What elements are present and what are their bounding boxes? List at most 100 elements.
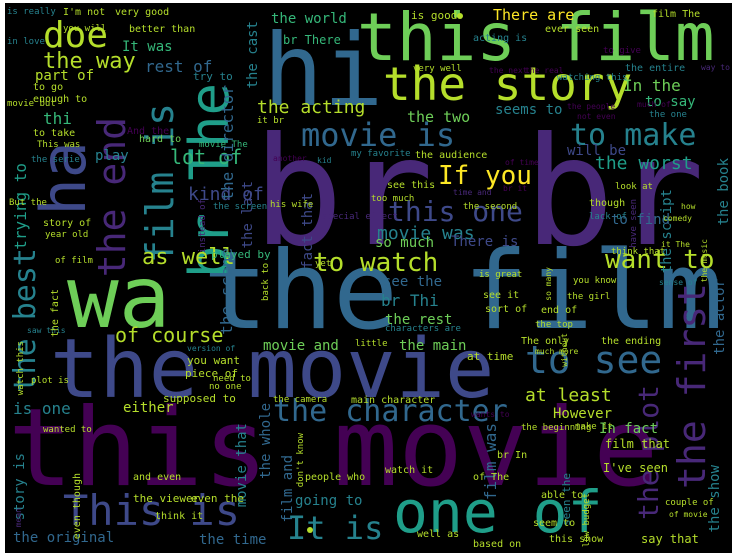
word: I'm not: [63, 7, 106, 18]
word: this movie: [8, 386, 659, 511]
word: mean: [14, 508, 23, 528]
word: the one: [649, 110, 687, 120]
word: the film: [203, 229, 724, 354]
word: the viewer: [133, 492, 200, 505]
word: main character: [351, 395, 436, 406]
word: is great: [479, 270, 523, 280]
word: br it: [503, 184, 528, 193]
word: This was: [37, 140, 81, 150]
word: this film: [357, 3, 715, 76]
word: the top: [535, 320, 573, 330]
word: wa: [67, 248, 171, 348]
word: going to: [295, 493, 363, 509]
word: hard to: [139, 134, 182, 145]
word: plot is: [31, 376, 69, 386]
word: characters are: [385, 324, 461, 334]
word: hi: [263, 12, 384, 129]
word: even the: [191, 492, 244, 505]
word: look at: [615, 182, 653, 192]
word: not even: [577, 112, 616, 121]
word: you want: [187, 354, 240, 367]
word: sort of: [485, 304, 528, 315]
word: the beginning: [521, 423, 592, 433]
word: year old: [45, 230, 89, 240]
word: much more: [535, 347, 579, 356]
word: to take: [33, 128, 76, 139]
word: instead of: [198, 199, 208, 254]
word: the original: [13, 530, 115, 546]
word: special effect: [322, 212, 398, 222]
word: very good: [115, 7, 170, 18]
word: It was: [122, 39, 173, 55]
word: the audience: [415, 150, 488, 161]
word: to watch: [313, 248, 439, 278]
word: the plot: [632, 385, 665, 520]
word: film that: [605, 437, 671, 451]
word: want to: [605, 245, 715, 275]
word: end of: [541, 305, 578, 316]
word: the character: [273, 394, 508, 429]
word: the last: [240, 181, 256, 249]
word: couple of: [665, 498, 714, 508]
word: film and: [280, 455, 296, 523]
word: try to: [193, 70, 233, 83]
word: doe: [43, 15, 109, 56]
word: sense of: [659, 278, 698, 287]
word: think that: [611, 247, 666, 257]
word: kind of: [188, 184, 264, 205]
word: the way: [43, 49, 136, 74]
word: the script: [659, 189, 675, 274]
word: supposed to: [163, 392, 236, 405]
word: But the: [9, 198, 47, 208]
word: the worst: [595, 153, 693, 174]
word: the book: [716, 158, 732, 226]
word: There is: [451, 234, 519, 250]
word: movie was: [377, 223, 475, 244]
word: the next: [489, 66, 528, 75]
word: able to: [541, 490, 584, 501]
word: so much: [375, 235, 435, 251]
word: the scene: [217, 248, 236, 335]
word: the real: [525, 66, 564, 75]
word: watch it: [385, 465, 434, 476]
word: The only: [521, 336, 570, 347]
word: the world: [271, 11, 347, 27]
word: thi: [43, 109, 72, 128]
word: br Thi: [381, 291, 439, 310]
word: people who: [305, 472, 366, 483]
word: though: [589, 198, 626, 209]
word: need to: [213, 374, 251, 384]
word: the screen: [213, 202, 268, 212]
word: is really: [7, 7, 56, 17]
word: played by: [211, 248, 271, 261]
word: the end: [90, 117, 134, 278]
word: to make: [570, 118, 697, 153]
word: the main: [399, 338, 467, 354]
word: it br: [257, 116, 285, 126]
word: think it: [155, 511, 204, 522]
word: the ending: [601, 336, 662, 347]
word: br In: [497, 450, 528, 461]
word: the cast: [245, 21, 261, 89]
word: movie is: [301, 116, 456, 154]
word: without: [560, 333, 569, 367]
word: too much: [371, 194, 415, 204]
word: part of: [35, 68, 95, 84]
word: way to: [701, 63, 730, 72]
word: I've seen: [603, 461, 669, 475]
word: well as: [417, 529, 460, 540]
word: to give: [603, 46, 641, 56]
word: the camera: [273, 395, 328, 405]
word: saw this: [27, 326, 66, 335]
word: to see: [525, 338, 663, 382]
word: even though: [72, 473, 83, 540]
word: as well: [142, 245, 235, 270]
word: is one: [13, 399, 71, 418]
word: the actor: [712, 279, 728, 355]
word: the first: [670, 283, 714, 489]
word: you will: [63, 24, 107, 34]
word: his wife: [270, 200, 314, 210]
word: at time: [467, 350, 514, 363]
word: ever seen: [545, 24, 600, 35]
word: version of: [187, 344, 236, 353]
